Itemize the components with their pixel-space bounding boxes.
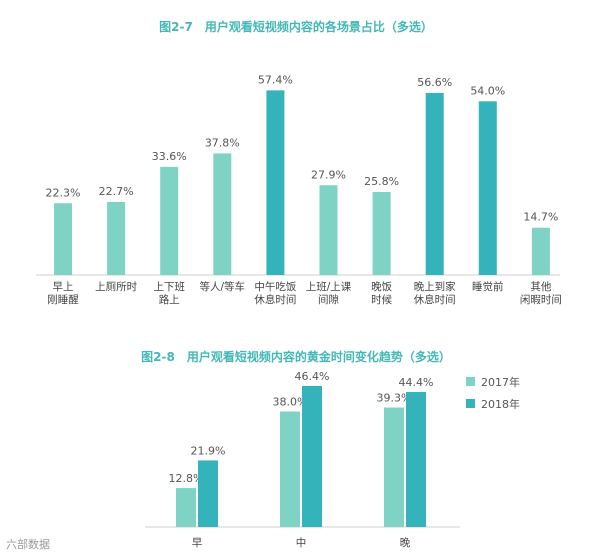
chart1-bar-5 [319, 185, 338, 275]
chart2-legend-swatch-0 [466, 377, 475, 386]
chart2-legend-swatch-1 [466, 399, 475, 408]
chart1-category-label-4-0: 中午吃饭 [254, 280, 296, 293]
chart2-value-label-1-1: 46.4% [295, 370, 330, 383]
chart1-value-label-1: 22.7% [99, 185, 134, 198]
chart2-category-label-1: 中 [296, 536, 307, 549]
chart1-category-label-5-1: 间隙 [318, 293, 339, 306]
chart1-category-label-9-1: 闲暇时间 [520, 293, 562, 306]
chart1-category-label-4-1: 休息时间 [254, 293, 296, 306]
watermark-logo: 六部数据 [6, 538, 50, 551]
chart1-category-label-3-0: 等人/等车 [200, 280, 246, 293]
chart2-category-label-0: 早 [192, 537, 203, 549]
chart1-bar-2 [160, 166, 179, 275]
chart1-category-label-2-0: 上下班 [153, 281, 185, 293]
chart1-category-label-5-0: 上班/上课 [306, 281, 352, 293]
chart1-value-label-6: 25.8% [364, 175, 399, 188]
chart1-value-label-2: 33.6% [152, 150, 187, 163]
chart1-bar-8 [478, 101, 497, 275]
chart1-title: 图2-7 用户观看短视频内容的各场景占比（多选） [159, 20, 433, 34]
chart1-bar-3 [213, 153, 232, 275]
chart1-bar-4 [266, 90, 285, 275]
chart2-bar-2-0 [384, 407, 404, 527]
chart1-bar-0 [54, 203, 72, 275]
chart1-category-label-6-1: 时候 [371, 293, 392, 306]
chart2-bar-0-0 [176, 488, 196, 527]
chart1-bar-1 [107, 201, 126, 275]
chart1-category-label-6-0: 晚饭 [371, 281, 392, 293]
chart1-category-label-1-0: 上厕所时 [95, 281, 137, 293]
chart2-title: 图2-8 用户观看短视频内容的黄金时间变化趋势（多选） [141, 350, 451, 364]
chart2-category-label-2: 晚 [400, 537, 411, 549]
chart1-value-label-0: 22.3% [46, 186, 81, 199]
chart1-category-label-2-1: 路上 [159, 293, 180, 306]
chart2-bar-1-1 [302, 385, 322, 527]
chart2-bar-0-1 [198, 460, 218, 527]
chart1-bar-6 [372, 192, 391, 275]
chart1-value-label-5: 27.9% [311, 168, 346, 181]
chart1-category-label-7-0: 晚上到家 [414, 280, 456, 293]
chart1-value-label-4: 57.4% [258, 73, 293, 86]
chart1-category-label-8-0: 睡觉前 [472, 280, 504, 293]
chart1-value-label-7: 56.6% [417, 76, 452, 89]
chart1-bar-7 [425, 92, 444, 275]
chart2-bar-2-1 [406, 392, 426, 527]
chart1-category-label-9-0: 其他 [530, 280, 551, 293]
chart1-value-label-9: 14.7% [523, 211, 558, 224]
chart2-bar-1-0 [280, 411, 300, 527]
chart2-value-label-2-0: 39.3% [377, 392, 412, 405]
chart2-value-label-0-1: 21.9% [191, 444, 226, 457]
chart2-value-label-0-0: 12.8% [169, 472, 204, 485]
chart1-category-label-0-1: 刚睡醒 [47, 293, 79, 306]
chart1-value-label-8: 54.0% [470, 84, 505, 97]
chart1-value-label-3: 37.8% [205, 136, 240, 149]
chart1-category-label-0-0: 早上 [53, 281, 74, 293]
chart1-category-label-7-1: 休息时间 [414, 293, 456, 306]
chart1-bar-9 [531, 227, 550, 275]
chart2-value-label-2-1: 44.4% [399, 376, 434, 389]
chart2-legend-label-0: 2017年 [481, 375, 520, 389]
chart2-legend-label-1: 2018年 [481, 397, 520, 411]
chart2-value-label-1-0: 38.0% [273, 395, 308, 408]
